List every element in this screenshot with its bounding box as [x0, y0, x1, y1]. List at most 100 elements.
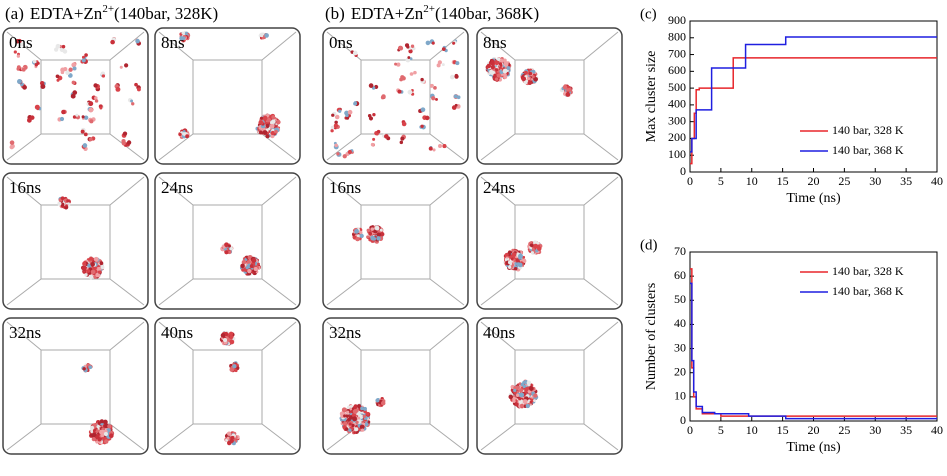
atom: [525, 403, 530, 409]
y-tick-label: 200: [668, 130, 686, 144]
atom: [104, 439, 109, 444]
atom: [81, 55, 86, 59]
atom: [348, 428, 352, 432]
atom: [89, 119, 94, 124]
atom: [60, 202, 65, 207]
atom: [454, 74, 459, 79]
atom: [372, 112, 376, 117]
atom: [30, 115, 35, 120]
atom: [88, 101, 94, 107]
atom: [110, 39, 115, 45]
atom: [94, 96, 98, 100]
atom: [232, 364, 237, 369]
atom: [507, 265, 512, 269]
atom: [107, 424, 112, 429]
atom: [518, 388, 524, 393]
atom: [9, 144, 14, 150]
atom: [379, 228, 383, 232]
atom: [352, 50, 358, 56]
atom: [533, 399, 536, 402]
atom: [72, 115, 77, 119]
atom: [99, 261, 104, 266]
atom: [226, 436, 230, 440]
snapshot-label: 32ns: [329, 323, 361, 342]
atom: [449, 74, 455, 80]
y-tick-label: 800: [668, 30, 686, 44]
box-edge: [261, 176, 297, 206]
box-edge: [429, 278, 465, 306]
atom: [82, 261, 87, 266]
atom: [503, 75, 508, 79]
atom: [103, 431, 108, 437]
atom: [366, 235, 370, 239]
atom: [27, 117, 32, 123]
atom: [97, 266, 102, 272]
atom: [399, 77, 403, 82]
box-edge: [6, 31, 42, 61]
atom: [424, 115, 430, 121]
atom: [119, 65, 123, 69]
atom: [527, 80, 533, 85]
atom: [259, 32, 264, 38]
panel-title: (a) EDTA+Zn2+(140bar, 328K): [5, 3, 218, 23]
atom: [102, 419, 108, 425]
atom: [436, 63, 441, 68]
y-tick-label: 20: [674, 364, 686, 378]
atom: [72, 66, 77, 71]
atom: [531, 75, 535, 79]
snapshot: 8ns: [476, 27, 623, 165]
atom: [442, 144, 447, 149]
atom: [342, 421, 348, 427]
atom: [63, 66, 68, 72]
snapshot: 8ns: [154, 27, 301, 165]
panel-title: (b) EDTA+Zn2+(140bar, 368K): [325, 3, 539, 23]
y-tick-label: 600: [668, 63, 686, 77]
x-tick-label: 10: [746, 423, 758, 437]
x-tick-label: 15: [777, 423, 789, 437]
atom: [82, 367, 86, 371]
title-part: (140bar, 368K): [435, 4, 539, 23]
atom: [508, 394, 514, 400]
snapshot-label: 24ns: [161, 178, 193, 197]
inner-box: [360, 204, 431, 280]
atom: [108, 433, 114, 439]
box-edge: [158, 133, 194, 161]
box-edge: [326, 176, 362, 206]
atom: [224, 242, 229, 247]
atom: [334, 120, 338, 125]
atom: [70, 93, 76, 99]
x-axis-label: Time (ns): [786, 191, 841, 206]
atom: [59, 116, 65, 122]
atom: [506, 66, 511, 71]
atom: [86, 269, 91, 273]
atom: [61, 109, 66, 115]
atom: [88, 107, 94, 113]
title-part: 2+: [102, 3, 114, 15]
atom: [353, 431, 357, 434]
atom: [515, 258, 520, 262]
atom: [336, 152, 340, 156]
atom: [367, 114, 372, 118]
atom: [537, 246, 542, 251]
atom: [334, 114, 340, 120]
box-edge: [158, 321, 194, 351]
atom: [19, 42, 24, 47]
box-edge: [261, 321, 297, 351]
atom: [490, 59, 495, 64]
atom: [522, 399, 528, 404]
atom: [406, 45, 410, 49]
atom: [364, 422, 369, 427]
atom: [82, 143, 88, 148]
snapshot-label: 40ns: [483, 323, 515, 342]
atom: [407, 56, 411, 59]
snapshot: 40ns: [154, 317, 301, 455]
x-tick-label: 25: [838, 174, 850, 188]
atom: [80, 129, 85, 134]
atom: [413, 70, 417, 75]
atom: [565, 92, 571, 97]
atom: [331, 113, 335, 117]
x-tick-label: 0: [687, 423, 693, 437]
atom: [264, 33, 269, 38]
snapshot-label: 0ns: [329, 33, 353, 52]
inner-box: [514, 204, 585, 280]
